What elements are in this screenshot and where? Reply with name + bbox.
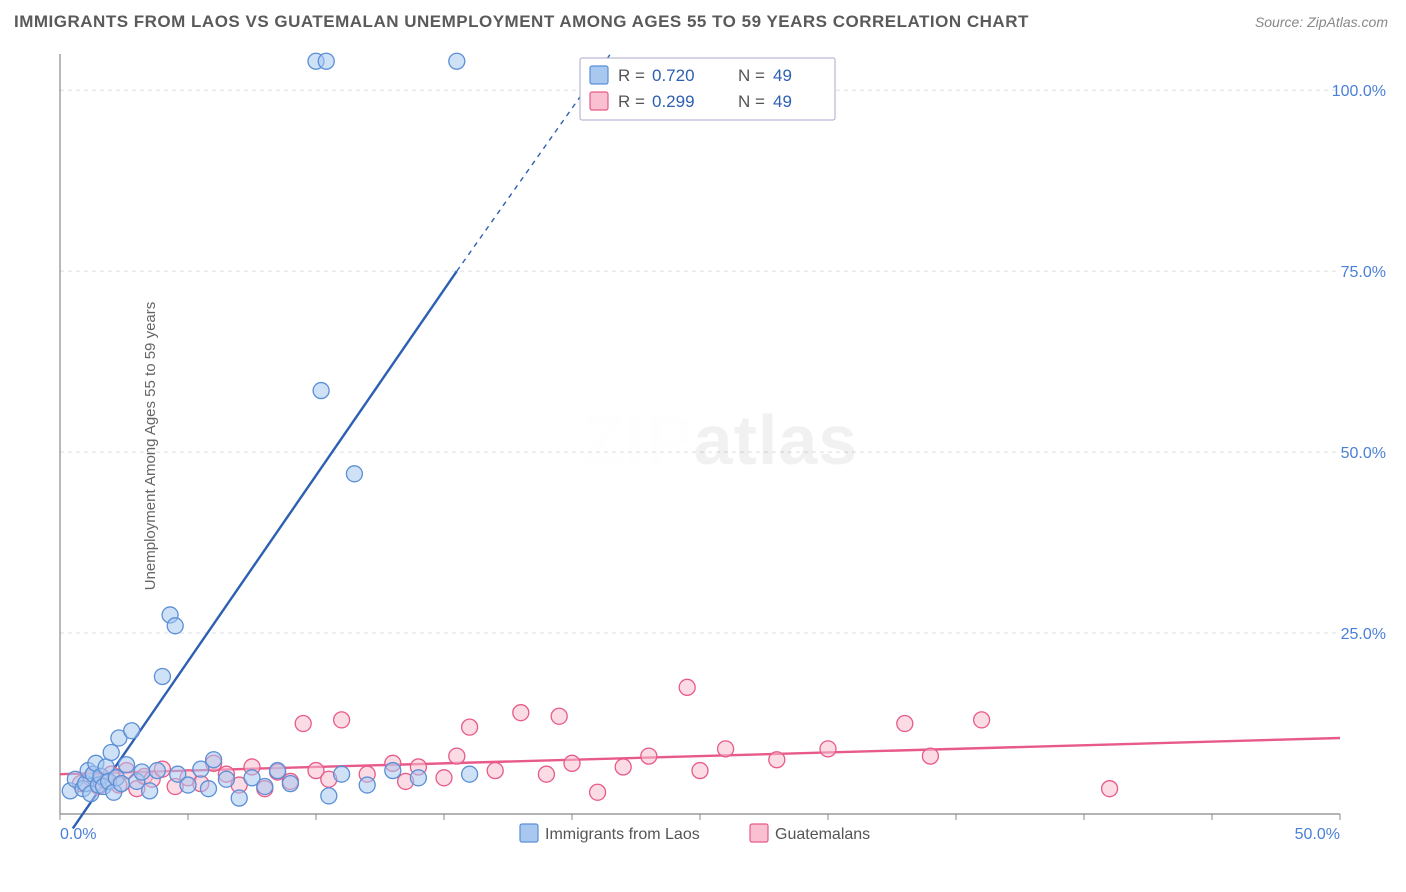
svg-text:50.0%: 50.0% [1341, 445, 1386, 462]
legend: Immigrants from Laos Guatemalans [520, 824, 870, 843]
stats-swatch-pink [590, 92, 608, 110]
x-ticks [60, 814, 1340, 820]
stats-swatch-blue [590, 66, 608, 84]
stats-r-label-1: R = [618, 92, 645, 111]
legend-label-0: Immigrants from Laos [545, 826, 700, 843]
chart-plot-area: 25.0% 50.0% 75.0% 100.0% 0.0% 50.0% ZIPatla… [50, 44, 1390, 844]
chart-svg: 25.0% 50.0% 75.0% 100.0% 0.0% 50.0% ZIPatla… [50, 44, 1390, 844]
watermark: ZIPatlas [582, 401, 858, 479]
stats-r-label-0: R = [618, 66, 645, 85]
grid [60, 90, 1340, 633]
svg-text:100.0%: 100.0% [1332, 83, 1386, 100]
svg-text:75.0%: 75.0% [1341, 264, 1386, 281]
stats-box: R = 0.720 N = 49 R = 0.299 N = 49 [580, 58, 835, 120]
stats-r-val-0: 0.720 [652, 66, 695, 85]
x-tick-label-0: 0.0% [60, 826, 96, 843]
stats-n-val-0: 49 [773, 66, 792, 85]
chart-title: IMMIGRANTS FROM LAOS VS GUATEMALAN UNEMP… [14, 12, 1029, 32]
stats-r-val-1: 0.299 [652, 92, 695, 111]
stats-n-label-1: N = [738, 92, 765, 111]
stats-n-label-0: N = [738, 66, 765, 85]
y-tick-labels: 25.0% 50.0% 75.0% 100.0% [1332, 83, 1386, 643]
legend-swatch-blue [520, 824, 538, 842]
svg-text:25.0%: 25.0% [1341, 626, 1386, 643]
x-tick-label-1: 50.0% [1295, 826, 1340, 843]
stats-n-val-1: 49 [773, 92, 792, 111]
legend-label-1: Guatemalans [775, 826, 870, 843]
legend-swatch-pink [750, 824, 768, 842]
source-label: Source: ZipAtlas.com [1255, 14, 1388, 30]
